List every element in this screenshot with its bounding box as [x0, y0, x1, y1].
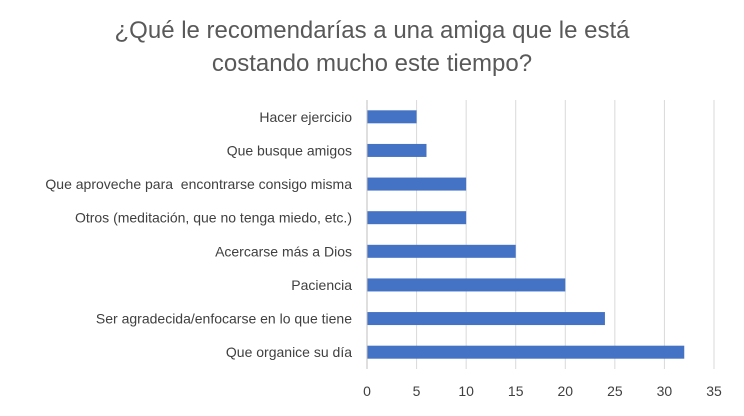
- bar: [367, 278, 566, 292]
- category-label: Paciencia: [291, 277, 352, 293]
- category-label: Que aproveche para encontrarse consigo m…: [45, 176, 352, 192]
- x-tick-label: 5: [413, 383, 421, 399]
- category-labels: Hacer ejercicio Que busque amigos Que apro…: [45, 109, 352, 360]
- bar: [367, 110, 417, 124]
- bar: [367, 177, 467, 191]
- category-label: Acercarse más a Dios: [215, 243, 352, 259]
- x-tick-label: 30: [657, 383, 673, 399]
- x-tick-label: 0: [363, 383, 371, 399]
- bar: [367, 345, 685, 359]
- tick-labels: 0 5 10 15 20 25 30 35: [363, 383, 722, 399]
- bar: [367, 143, 427, 157]
- category-label: Ser agradecida/enfocarse en lo que tiene: [96, 311, 352, 327]
- bars: [367, 110, 685, 359]
- chart-title-line-1: ¿Qué le recomendarías a una amiga que le…: [114, 17, 630, 44]
- chart-title: ¿Qué le recomendarías a una amiga que le…: [0, 14, 744, 80]
- category-label: Hacer ejercicio: [259, 109, 352, 125]
- bar: [367, 312, 605, 326]
- bar: [367, 244, 516, 258]
- category-label: Que busque amigos: [227, 142, 352, 158]
- category-label: Que organice su día: [226, 344, 352, 360]
- x-tick-label: 20: [557, 383, 573, 399]
- x-tick-label: 35: [706, 383, 722, 399]
- x-tick-label: 25: [607, 383, 623, 399]
- bar: [367, 211, 467, 225]
- chart-title-line-2: costando mucho este tiempo?: [211, 50, 533, 77]
- category-label: Otros (meditación, que no tenga miedo, e…: [75, 210, 352, 226]
- x-tick-label: 10: [458, 383, 474, 399]
- x-tick-label: 15: [508, 383, 524, 399]
- gridlines: [416, 100, 715, 369]
